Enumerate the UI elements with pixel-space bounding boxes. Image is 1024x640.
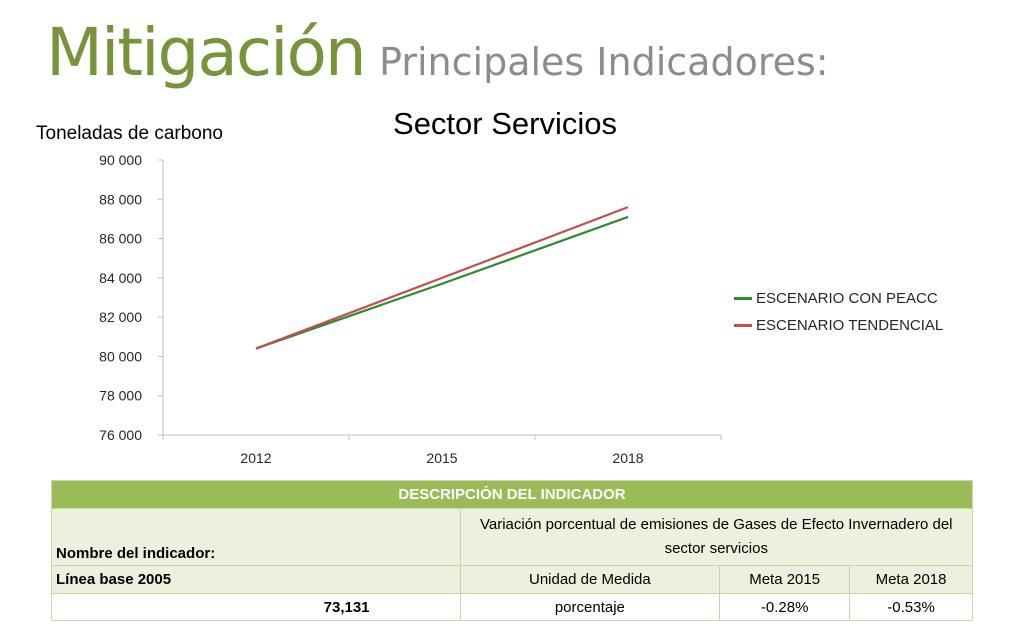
legend-swatch (734, 297, 752, 300)
indicator-table: DESCRIPCIÓN DEL INDICADOR Nombre del ind… (51, 480, 974, 621)
indicator-name-value: Variación porcentual de emisiones de Gas… (459, 508, 974, 566)
legend-swatch (734, 324, 752, 327)
chart-legend: ESCENARIO CON PEACC ESCENARIO TENDENCIAL (734, 285, 943, 339)
baseline-label: Línea base 2005 (51, 565, 461, 594)
legend-label: ESCENARIO CON PEACC (756, 290, 938, 307)
title-main: Mitigación (46, 14, 367, 91)
meta-2018-label: Meta 2018 (849, 565, 973, 594)
x-tick-label: 2015 (426, 450, 457, 466)
y-tick-label: 84 000 (99, 270, 142, 286)
x-tick-label: 2012 (240, 450, 271, 466)
meta-2018-value: -0.53% (849, 593, 973, 621)
axes (162, 160, 721, 436)
y-tick-label: 80 000 (99, 348, 142, 364)
table-row: Línea base 2005 Unidad de Medida Meta 20… (51, 565, 973, 594)
y-axis-label: Toneladas de carbono (36, 123, 223, 144)
line-chart: Sector Servicios Toneladas de carbono 76… (36, 106, 722, 466)
y-tick-label: 86 000 (99, 231, 142, 247)
series-lines (255, 206, 629, 350)
meta-2015-value: -0.28% (719, 593, 851, 621)
meta-2015-label: Meta 2015 (719, 565, 851, 594)
y-tick-label: 82 000 (99, 309, 142, 325)
y-tick-label: 90 000 (99, 152, 142, 168)
series-line (255, 206, 629, 350)
y-tick-label: 88 000 (99, 191, 142, 207)
baseline-value: 73,131 (51, 593, 461, 621)
y-ticks: 76 000 78 000 80 000 82 000 84 000 86 000 88 0… (99, 152, 163, 443)
page-title: Mitigación Principales Indicadores: (46, 14, 829, 91)
y-tick-label: 76 000 (99, 427, 142, 443)
x-tick-label: 2018 (612, 450, 643, 466)
title-subtitle: Principales Indicadores: (379, 40, 829, 84)
legend-item: ESCENARIO TENDENCIAL (734, 312, 943, 339)
legend-label: ESCENARIO TENDENCIAL (756, 317, 944, 334)
x-ticks: 2012 2015 2018 (162, 435, 722, 466)
table-row: Nombre del indicador: Variación porcentu… (51, 508, 974, 566)
unit-label: Unidad de Medida (459, 565, 721, 594)
y-tick-label: 78 000 (99, 388, 142, 404)
unit-value: porcentaje (459, 593, 721, 621)
legend-item: ESCENARIO CON PEACC (734, 285, 943, 312)
table-header: DESCRIPCIÓN DEL INDICADOR (51, 480, 973, 509)
table-row: 73,131 porcentaje -0.28% -0.53% (51, 593, 973, 621)
chart-title: Sector Servicios (393, 106, 617, 141)
indicator-name-label: Nombre del indicador: (51, 508, 461, 566)
series-line (255, 215, 629, 350)
